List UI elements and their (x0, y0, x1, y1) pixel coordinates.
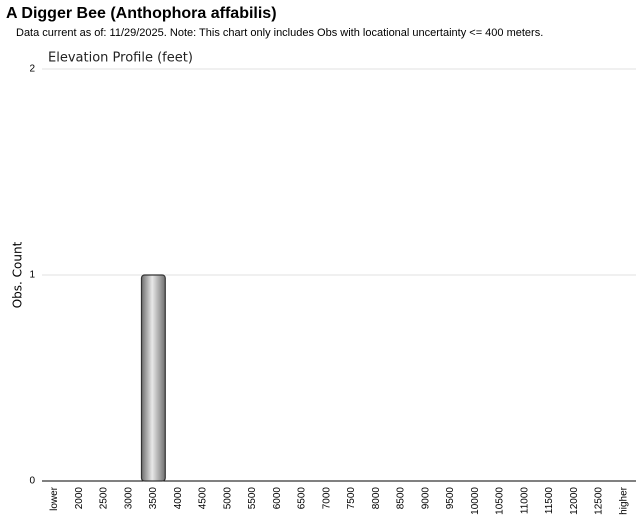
x-tick-label: 11000 (519, 487, 530, 515)
x-tick-label: lower (49, 486, 60, 511)
x-tick-label: 5500 (247, 487, 258, 510)
x-tick-label: 8500 (396, 487, 407, 510)
bar (140, 274, 166, 482)
x-tick-label: 10500 (495, 487, 506, 515)
y-tick-label: 0 (29, 476, 35, 487)
x-tick-label: 3000 (123, 487, 134, 510)
x-tick-label: 10000 (470, 487, 481, 515)
x-tick-label: 12500 (594, 487, 605, 515)
x-tick-label: 6500 (297, 487, 308, 510)
x-tick-label: 4000 (173, 487, 184, 510)
x-tick-label: 11500 (544, 487, 555, 515)
x-tick-label: 3500 (148, 487, 159, 510)
x-tick-label: 9000 (420, 487, 431, 510)
x-tick-label: 2500 (99, 487, 110, 510)
y-tick-label: 2 (29, 64, 35, 75)
x-tick-label: 7000 (321, 487, 332, 510)
y-axis-label: Obs. Count (11, 241, 25, 308)
x-tick-label: 2000 (74, 487, 85, 510)
subtitle: Data current as of: 11/29/2025. Note: Th… (16, 27, 543, 39)
page-title: A Digger Bee (Anthophora affabilis) (6, 5, 277, 22)
x-tick-label: 12000 (569, 487, 580, 515)
x-tick-label: 9500 (445, 487, 456, 510)
x-tick-label: 7500 (346, 487, 357, 510)
chart-title: Elevation Profile (feet) (48, 51, 193, 66)
y-tick-label: 1 (29, 270, 35, 281)
x-tick-label: 6000 (272, 487, 283, 510)
x-tick-label: 5000 (222, 487, 233, 510)
x-tick-label: higher (618, 486, 629, 514)
x-tick-label: 8000 (371, 487, 382, 510)
x-tick-label: 4500 (198, 487, 209, 510)
